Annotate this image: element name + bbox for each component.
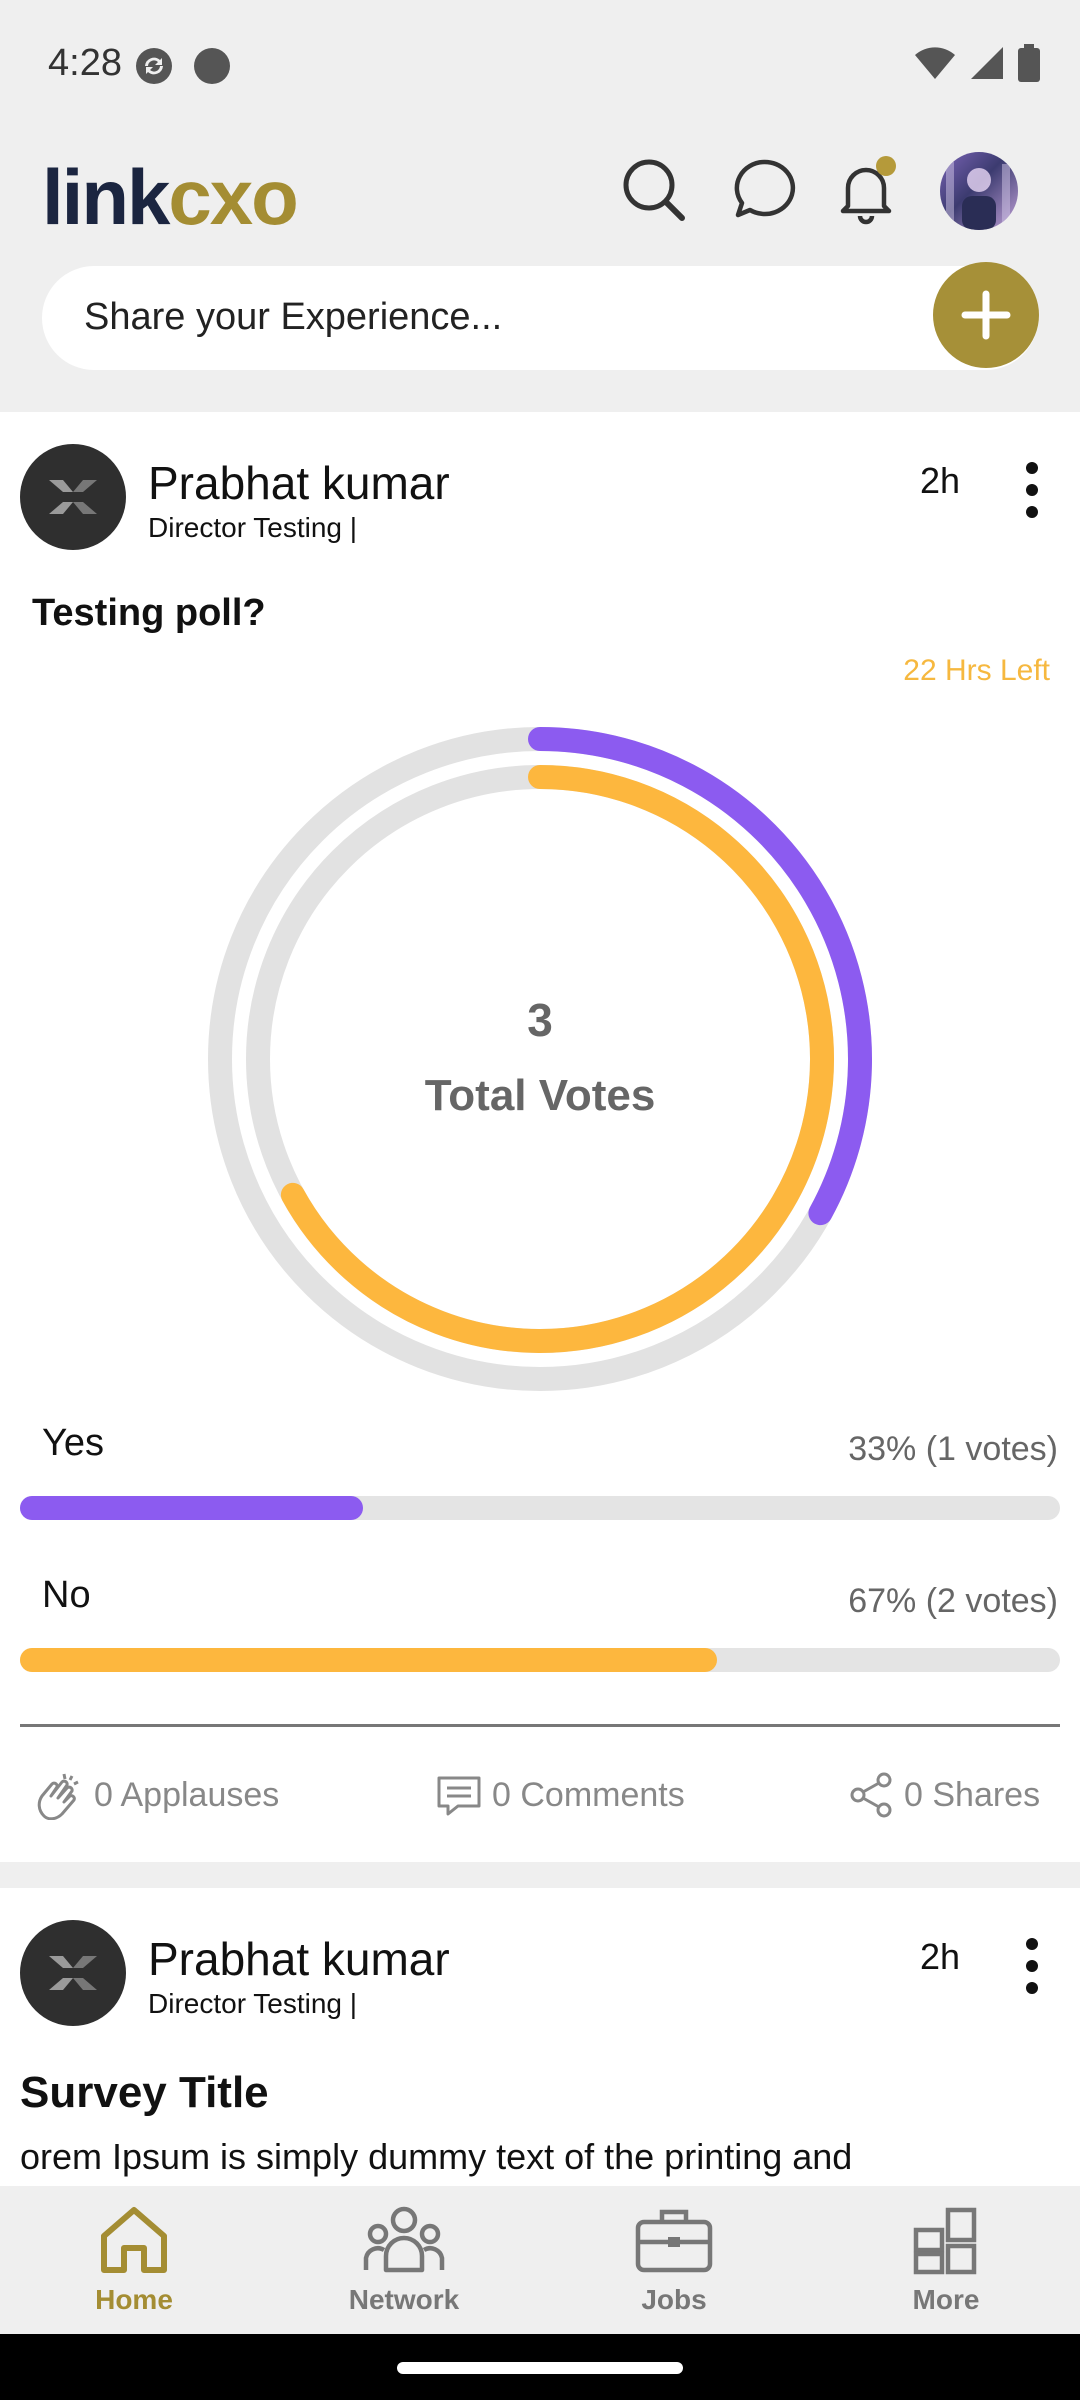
- home-icon: [101, 2207, 167, 2273]
- poll-question: Testing poll?: [32, 592, 266, 634]
- poll-option-yes-fill: [20, 1496, 364, 1520]
- share-icon: [850, 1772, 892, 1818]
- total-votes-label: Total Votes: [425, 1071, 656, 1120]
- home-gesture-handle[interactable]: [397, 2362, 683, 2374]
- poll-option-yes-bar[interactable]: [20, 1496, 1060, 1520]
- user-avatar[interactable]: [940, 152, 1018, 230]
- status-bar: 4:28: [0, 0, 1080, 130]
- search-icon[interactable]: [616, 152, 692, 228]
- poll-option-yes-result: 33% (1 votes): [848, 1430, 1058, 1468]
- sync-icon: [136, 48, 172, 84]
- author-name[interactable]: Prabhat kumar: [148, 1933, 450, 1985]
- applause-icon: [37, 1773, 79, 1820]
- applause-count: 0 Applauses: [94, 1775, 280, 1814]
- poll-donut-chart: 3 Total Votes: [208, 727, 872, 1391]
- add-post-button[interactable]: [933, 262, 1039, 368]
- grid-icon: [913, 2207, 977, 2275]
- total-votes-count: 3: [527, 994, 553, 1046]
- poll-option-yes-label[interactable]: Yes: [42, 1422, 104, 1464]
- nav-more[interactable]: More: [846, 2200, 1046, 2330]
- plus-icon: [961, 290, 1011, 340]
- post-age: 2h: [920, 1936, 961, 1977]
- chat-icon[interactable]: [726, 152, 802, 228]
- poll-time-left: 22 Hrs Left: [903, 654, 1050, 687]
- poll-arc-yes: [528, 727, 872, 1226]
- poll-option-no-bar[interactable]: [20, 1648, 1060, 1672]
- signal-icon: [971, 47, 1003, 79]
- nav-jobs[interactable]: Jobs: [574, 2200, 774, 2330]
- post-divider: [20, 1724, 1060, 1727]
- poll-option-no-fill: [20, 1648, 717, 1672]
- gesture-bar: [0, 2334, 1080, 2400]
- record-dot-icon: [194, 48, 230, 84]
- post-age: 2h: [920, 460, 961, 501]
- wifi-icon: [915, 47, 955, 79]
- nav-home[interactable]: Home: [34, 2200, 234, 2330]
- network-icon: [363, 2206, 445, 2273]
- share-count: 0 Shares: [904, 1775, 1041, 1814]
- survey-title[interactable]: Survey Title: [20, 2068, 269, 2117]
- author-role: Director Testing |: [148, 1988, 358, 2019]
- survey-post-card: Prabhat kumar Director Testing | 2h Surv…: [0, 1888, 1080, 2188]
- linkcxo-mark-icon: [49, 480, 97, 514]
- author-avatar[interactable]: [20, 444, 126, 550]
- more-options-icon[interactable]: [1014, 460, 1050, 520]
- share-placeholder: Share your Experience...: [84, 296, 503, 338]
- comment-icon: [437, 1776, 481, 1816]
- survey-body: orem Ipsum is simply dummy text of the p…: [20, 2136, 853, 2177]
- linkcxo-logo[interactable]: link cxo: [42, 152, 299, 241]
- app-header: link cxo Share your Experience...: [0, 130, 1080, 410]
- poll-option-no-result: 67% (2 votes): [848, 1582, 1058, 1620]
- poll-option-no-label[interactable]: No: [42, 1574, 91, 1616]
- battery-icon: [1018, 44, 1040, 82]
- briefcase-icon: [635, 2209, 713, 2273]
- comment-button[interactable]: 0 Comments: [436, 1770, 685, 1820]
- bottom-navigation: Home Network Jobs More: [0, 2186, 1080, 2334]
- applause-button[interactable]: 0 Applauses: [34, 1770, 279, 1820]
- share-experience-input[interactable]: Share your Experience...: [42, 266, 1038, 370]
- poll-arc-no: [280, 765, 834, 1353]
- more-options-icon[interactable]: [1014, 1936, 1050, 1996]
- linkcxo-mark-icon: [49, 1956, 97, 1990]
- notification-bell-icon[interactable]: [830, 152, 906, 228]
- share-button[interactable]: 0 Shares: [848, 1770, 1040, 1820]
- status-time: 4:28: [48, 42, 122, 84]
- comment-count: 0 Comments: [492, 1775, 685, 1814]
- author-role: Director Testing |: [148, 512, 358, 543]
- author-name[interactable]: Prabhat kumar: [148, 457, 450, 509]
- poll-post-card: Prabhat kumar Director Testing | 2h Test…: [0, 412, 1080, 1862]
- nav-network[interactable]: Network: [304, 2200, 504, 2330]
- author-avatar[interactable]: [20, 1920, 126, 2026]
